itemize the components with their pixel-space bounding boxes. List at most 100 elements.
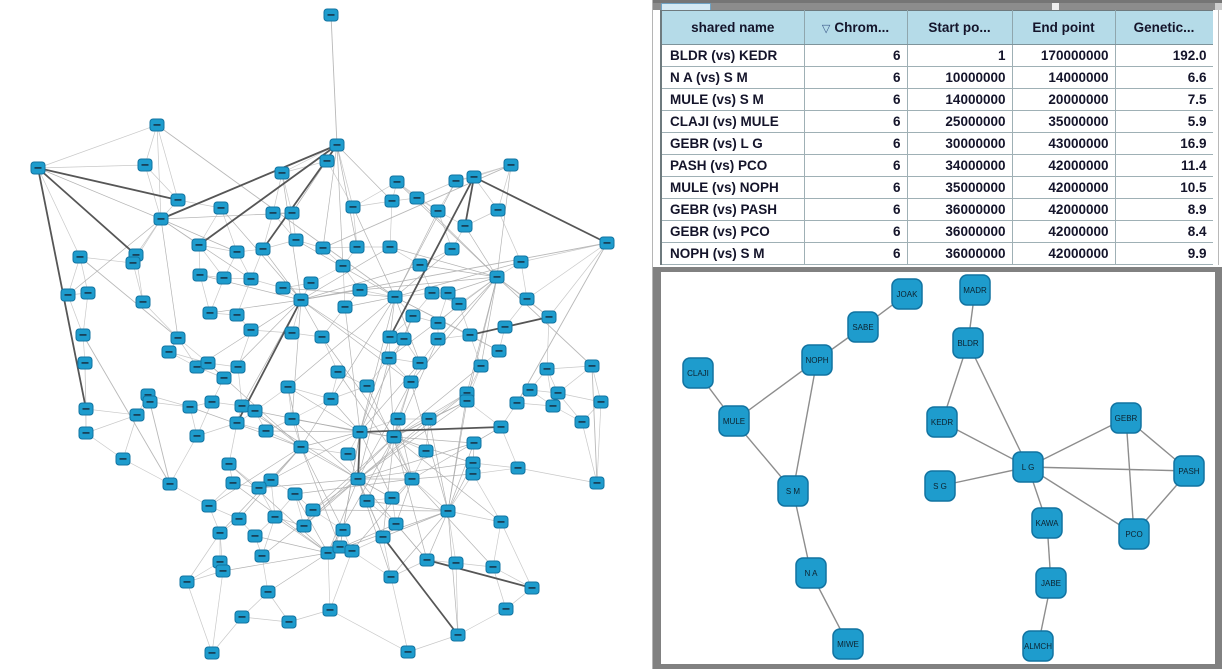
- value-cell[interactable]: 6: [804, 132, 908, 155]
- network-node[interactable]: [191, 238, 207, 252]
- value-cell[interactable]: 16.9: [1115, 132, 1214, 155]
- network-node[interactable]: [541, 310, 557, 324]
- value-cell[interactable]: 5.9: [1115, 110, 1214, 133]
- network-node[interactable]: [280, 380, 296, 394]
- network-node[interactable]: [234, 399, 250, 413]
- network-node[interactable]: [412, 356, 428, 370]
- column-header-endpoint[interactable]: End point: [1012, 10, 1116, 45]
- shared-name-cell[interactable]: CLAJI (vs) MULE: [661, 110, 805, 133]
- network-node-sm[interactable]: S M: [777, 475, 809, 507]
- network-node[interactable]: [359, 494, 375, 508]
- value-cell[interactable]: 42000000: [1012, 176, 1116, 199]
- network-node[interactable]: [451, 297, 467, 311]
- network-node[interactable]: [213, 201, 229, 215]
- network-node[interactable]: [359, 379, 375, 393]
- value-cell[interactable]: 42000000: [1012, 154, 1116, 177]
- shared-name-cell[interactable]: PASH (vs) PCO: [661, 154, 805, 177]
- network-node-joak[interactable]: JOAK: [891, 278, 923, 310]
- network-node[interactable]: [522, 383, 538, 397]
- table-row[interactable]: NOPH (vs) S M 6 36000000 42000000 9.9: [661, 242, 1214, 265]
- value-cell[interactable]: 35000000: [1012, 110, 1116, 133]
- network-node[interactable]: [584, 359, 600, 373]
- network-node[interactable]: [182, 400, 198, 414]
- value-cell[interactable]: 25000000: [907, 110, 1013, 133]
- network-node[interactable]: [450, 628, 466, 642]
- network-node[interactable]: [216, 371, 232, 385]
- shared-name-cell[interactable]: GEBR (vs) PCO: [661, 220, 805, 243]
- network-node[interactable]: [539, 362, 555, 376]
- network-node[interactable]: [330, 365, 346, 379]
- network-node[interactable]: [462, 328, 478, 342]
- network-node[interactable]: [247, 529, 263, 543]
- network-node[interactable]: [599, 236, 615, 250]
- network-node-kedr[interactable]: KEDR: [926, 406, 958, 438]
- network-node[interactable]: [466, 436, 482, 450]
- network-node[interactable]: [322, 603, 338, 617]
- network-node[interactable]: [444, 242, 460, 256]
- network-node-kawa[interactable]: KAWA: [1031, 507, 1063, 539]
- network-node[interactable]: [381, 351, 397, 365]
- value-cell[interactable]: 7.5: [1115, 88, 1214, 111]
- network-node-sg[interactable]: S G: [924, 470, 956, 502]
- network-node[interactable]: [344, 544, 360, 558]
- network-node[interactable]: [243, 272, 259, 286]
- network-node[interactable]: [473, 359, 489, 373]
- column-header-startpo[interactable]: Start po...: [907, 10, 1013, 45]
- value-cell[interactable]: 6.6: [1115, 66, 1214, 89]
- network-node[interactable]: [323, 392, 339, 406]
- shared-name-cell[interactable]: NOPH (vs) S M: [661, 242, 805, 265]
- network-node-bldr[interactable]: BLDR: [952, 327, 984, 359]
- network-node[interactable]: [142, 395, 158, 409]
- network-node[interactable]: [77, 356, 93, 370]
- network-node[interactable]: [179, 575, 195, 589]
- main-network-panel[interactable]: [0, 0, 652, 669]
- network-node-madr[interactable]: MADR: [959, 274, 991, 306]
- network-node[interactable]: [412, 258, 428, 272]
- column-header-chrom[interactable]: ▽ Chrom...: [804, 10, 908, 45]
- table-row[interactable]: GEBR (vs) L G 6 30000000 43000000 16.9: [661, 132, 1214, 155]
- network-node[interactable]: [485, 560, 501, 574]
- network-node[interactable]: [275, 281, 291, 295]
- shared-name-cell[interactable]: MULE (vs) NOPH: [661, 176, 805, 199]
- value-cell[interactable]: 30000000: [907, 132, 1013, 155]
- network-node[interactable]: [489, 270, 505, 284]
- network-node[interactable]: [137, 158, 153, 172]
- network-node[interactable]: [384, 491, 400, 505]
- network-node[interactable]: [129, 408, 145, 422]
- network-node[interactable]: [403, 375, 419, 389]
- network-node[interactable]: [204, 395, 220, 409]
- value-cell[interactable]: 6: [804, 44, 908, 67]
- value-cell[interactable]: 14000000: [907, 88, 1013, 111]
- network-node[interactable]: [466, 170, 482, 184]
- network-node[interactable]: [459, 394, 475, 408]
- table-row[interactable]: PASH (vs) PCO 6 34000000 42000000 11.4: [661, 154, 1214, 177]
- value-cell[interactable]: 6: [804, 88, 908, 111]
- value-cell[interactable]: 9.9: [1115, 242, 1214, 265]
- network-node[interactable]: [251, 481, 267, 495]
- network-node[interactable]: [493, 515, 509, 529]
- network-node[interactable]: [375, 530, 391, 544]
- shared-name-cell[interactable]: BLDR (vs) KEDR: [661, 44, 805, 67]
- network-node[interactable]: [352, 283, 368, 297]
- network-node[interactable]: [440, 504, 456, 518]
- network-node[interactable]: [284, 206, 300, 220]
- network-node[interactable]: [230, 360, 246, 374]
- network-node[interactable]: [352, 425, 368, 439]
- network-node[interactable]: [225, 476, 241, 490]
- network-node[interactable]: [349, 240, 365, 254]
- network-node[interactable]: [387, 290, 403, 304]
- value-cell[interactable]: 6: [804, 242, 908, 265]
- network-node[interactable]: [440, 286, 456, 300]
- network-node[interactable]: [430, 316, 446, 330]
- network-node[interactable]: [189, 429, 205, 443]
- network-node[interactable]: [80, 286, 96, 300]
- value-cell[interactable]: 6: [804, 220, 908, 243]
- value-cell[interactable]: 43000000: [1012, 132, 1116, 155]
- table-row[interactable]: N A (vs) S M 6 10000000 14000000 6.6: [661, 66, 1214, 89]
- selection-network-canvas[interactable]: JOAK SABE NOPH CLAJI MULE S M N A MIWE MADR BLDR K…: [661, 272, 1215, 664]
- network-node[interactable]: [274, 166, 290, 180]
- network-node[interactable]: [491, 344, 507, 358]
- network-node[interactable]: [503, 158, 519, 172]
- network-node[interactable]: [323, 8, 339, 22]
- network-node[interactable]: [409, 191, 425, 205]
